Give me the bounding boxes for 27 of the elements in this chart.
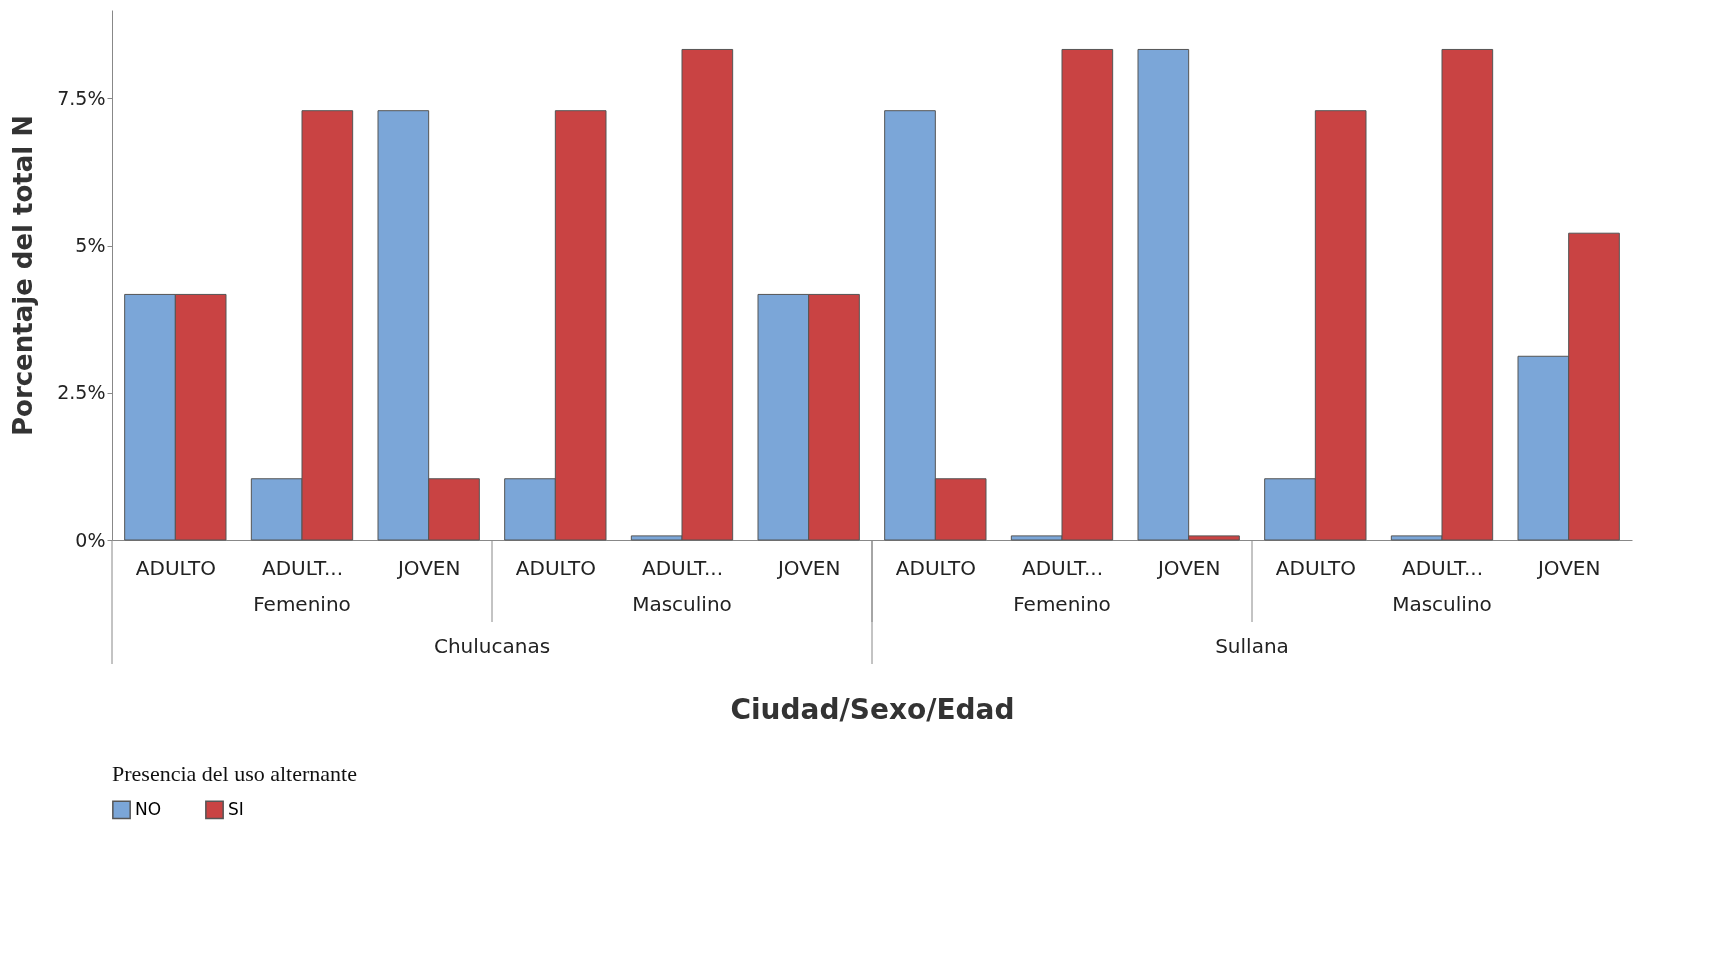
x-tick-label: ADULTO — [1275, 555, 1356, 580]
x-tick-label: JOVEN — [1155, 555, 1221, 580]
x-axis-title: Ciudad/Sexo/Edad — [730, 692, 1015, 726]
x-tick-label: ADULTO — [895, 555, 976, 580]
x-tick-label: ADULT... — [641, 555, 724, 580]
x-tick-label: ADULTO — [135, 555, 216, 580]
legend-label: NO — [135, 798, 162, 819]
x-tick-label: JOVEN — [775, 555, 841, 580]
y-tick-label: 7.5% — [57, 86, 106, 109]
text: Sullana — [1215, 634, 1289, 658]
x-tick-label: ADULT... — [261, 555, 344, 580]
y-tick-label: 5% — [75, 234, 106, 257]
legend-label: SI — [228, 798, 244, 819]
x-tick-label: ADULT... — [1021, 555, 1104, 580]
x-tick-label: ADULT... — [1401, 555, 1484, 580]
x-tick-label: ADULTO — [515, 555, 596, 580]
x-tick-label: JOVEN — [1535, 555, 1601, 580]
x-tick-label: JOVEN — [395, 555, 461, 580]
text: Femenino — [253, 592, 351, 616]
text: Femenino — [1013, 592, 1111, 616]
y-axis-title: Porcentaje del total N — [8, 114, 39, 437]
y-tick-label: 2.5% — [57, 381, 106, 404]
text: Masculino — [1392, 592, 1492, 616]
legend-title: Presencia del uso alternante — [112, 761, 357, 786]
text: Masculino — [632, 592, 732, 616]
y-tick-label: 0% — [75, 528, 106, 551]
text: Chulucanas — [433, 634, 551, 658]
